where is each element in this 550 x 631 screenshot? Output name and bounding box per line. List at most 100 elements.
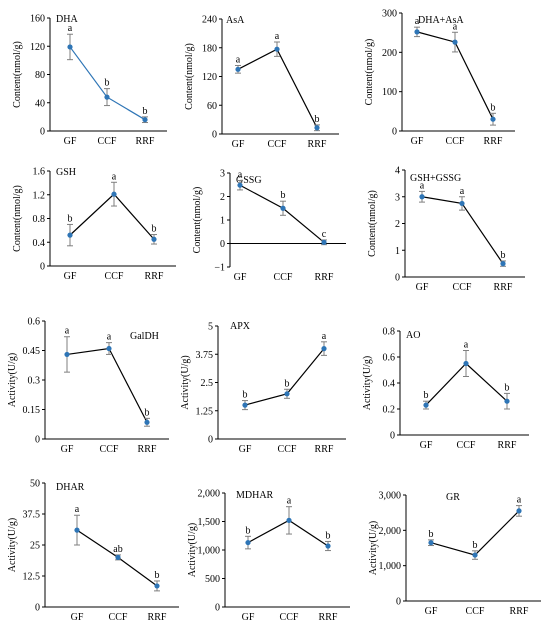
- panel-dha-asa: 0 100 200 300 GF CCF RRF Content(nmol/g) DHA+AsA…: [364, 9, 515, 147]
- x-tick-label: GF: [425, 606, 438, 617]
- data-point: [144, 419, 150, 425]
- panel-galdh: 0 0.15 0.3 0.45 0.6 GF CCF RRF Activity(U/g) GalD…: [7, 317, 169, 455]
- y-tick-label: 1: [220, 216, 225, 227]
- data-point: [423, 402, 429, 408]
- panel-title: AO: [406, 330, 420, 341]
- x-tick-label: CCF: [278, 444, 297, 455]
- panel-title: GSH: [56, 167, 76, 178]
- significance-letter: b: [424, 390, 429, 401]
- panel-title: AsA: [226, 15, 245, 26]
- significance-letter: b: [505, 382, 510, 393]
- significance-letter: a: [275, 31, 280, 42]
- data-point: [74, 527, 80, 533]
- y-tick-label: 100: [382, 87, 397, 98]
- x-tick-label: GF: [416, 282, 429, 293]
- significance-letter: c: [322, 229, 327, 240]
- data-point: [154, 583, 160, 589]
- data-point: [111, 191, 117, 197]
- y-tick-label: 0: [208, 435, 213, 446]
- significance-letter: a: [65, 326, 70, 337]
- y-tick-label: 0: [212, 130, 217, 141]
- x-tick-label: CCF: [446, 136, 465, 147]
- data-point: [242, 402, 248, 408]
- panel-gr: 0 1,000 2,000 3,000 GF CCF RRF Activity(U/g) GR b…: [368, 491, 541, 617]
- x-tick-label: GF: [242, 612, 255, 623]
- y-tick-label: 3: [395, 192, 400, 203]
- significance-letter: a: [107, 332, 112, 343]
- significance-letter: a: [464, 340, 469, 351]
- y-tick-label: 160: [30, 14, 45, 25]
- y-tick-label: 0.15: [23, 405, 41, 416]
- x-tick-label: RRF: [319, 612, 338, 623]
- y-tick-label: 3: [220, 169, 225, 180]
- data-point: [321, 239, 327, 245]
- x-tick-label: GF: [239, 444, 252, 455]
- panel-gsh: 0 0.4 0.8 1.2 1.6 GF CCF RRF Content(nmol/g) GSH b…: [12, 167, 176, 282]
- x-tick-label: CCF: [274, 272, 293, 283]
- significance-letter: b: [281, 190, 286, 201]
- y-tick-label: 0: [35, 603, 40, 614]
- data-point: [419, 194, 425, 200]
- series-line: [237, 48, 318, 129]
- data-point: [280, 205, 286, 211]
- significance-letter: b: [285, 378, 290, 389]
- y-tick-label: 3,000: [379, 491, 402, 502]
- data-point: [314, 125, 320, 131]
- y-axis-title: Content(nmol/g): [184, 43, 195, 110]
- data-point: [490, 116, 496, 122]
- y-tick-label: 500: [205, 574, 220, 585]
- data-point: [67, 232, 73, 238]
- y-tick-label: 0: [392, 127, 397, 138]
- data-point: [321, 346, 327, 352]
- y-tick-label: 0: [395, 273, 400, 284]
- x-tick-label: CCF: [105, 271, 124, 282]
- significance-letter: b: [315, 114, 320, 125]
- x-tick-label: GF: [71, 612, 84, 623]
- x-tick-label: RRF: [315, 272, 334, 283]
- y-tick-label: 300: [382, 9, 397, 20]
- x-tick-label: RRF: [136, 136, 155, 147]
- y-tick-label: 2,000: [198, 489, 221, 500]
- y-tick-label: 37.5: [23, 510, 41, 521]
- y-tick-label: 0: [35, 435, 40, 446]
- panel-dhar: 0 12.5 25 37.5 50 GF CCF RRF Activity(U/g) DHAR a a…: [7, 479, 179, 623]
- panel-title: GSSG: [236, 175, 262, 186]
- data-point: [142, 117, 148, 123]
- significance-letter: ab: [113, 544, 122, 555]
- y-axis-title: Content(nmol/g): [367, 190, 378, 257]
- y-axis-title: Activity(U/g): [368, 521, 379, 575]
- data-point: [414, 29, 420, 35]
- y-tick-label: 5: [208, 322, 213, 333]
- significance-letter: b: [326, 530, 331, 541]
- significance-letter: b: [473, 540, 478, 551]
- x-tick-label: GF: [232, 139, 245, 150]
- significance-letter: a: [112, 171, 117, 182]
- y-axis-title: Content(nmol/g): [12, 185, 23, 252]
- series-line: [69, 193, 155, 240]
- x-tick-label: CCF: [100, 444, 119, 455]
- data-point: [274, 46, 280, 52]
- data-point: [516, 508, 522, 514]
- significance-letter: b: [246, 525, 251, 536]
- data-point: [428, 540, 434, 546]
- panel-title: GalDH: [130, 331, 159, 342]
- x-tick-label: CCF: [453, 282, 472, 293]
- data-point: [235, 66, 241, 72]
- y-tick-label: 0.4: [383, 379, 396, 390]
- data-point: [245, 539, 251, 546]
- data-point: [325, 543, 331, 549]
- x-tick-label: RRF: [315, 444, 334, 455]
- data-point: [64, 351, 70, 358]
- y-tick-label: 0: [220, 239, 225, 250]
- x-tick-label: RRF: [484, 136, 503, 147]
- panel-ao: 0 0.2 0.4 0.6 0.8 GF CCF RRF Activity(U/g) AO b a b: [362, 327, 529, 451]
- x-tick-label: RRF: [138, 444, 157, 455]
- y-axis-title: Content(nmol/g): [12, 41, 23, 108]
- x-tick-label: CCF: [98, 136, 117, 147]
- y-tick-label: 1.6: [33, 167, 46, 178]
- y-tick-label: 0: [396, 597, 401, 608]
- x-tick-label: CCF: [109, 612, 128, 623]
- panel-mdhar: 0 500 1,000 1,500 2,000 GF CCF RRF Activity(U/g)…: [187, 489, 350, 623]
